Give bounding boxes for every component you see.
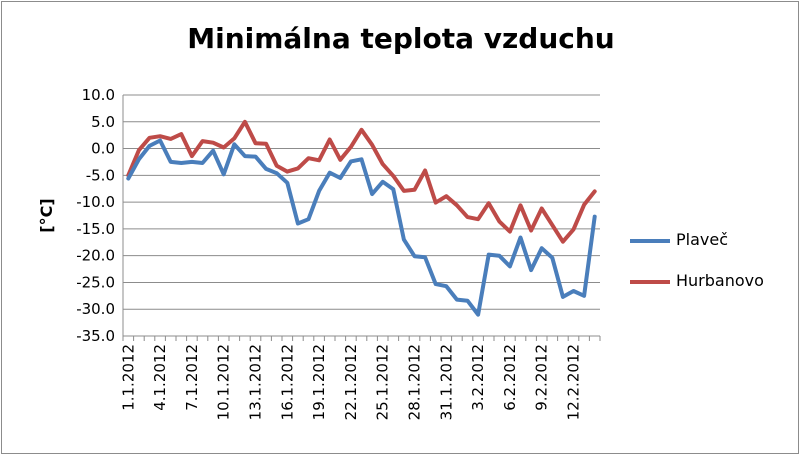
x-tick-label: 7.1.2012	[183, 344, 201, 411]
x-tick-label: 13.1.2012	[247, 344, 265, 420]
y-tick-label: -35.0	[76, 327, 115, 345]
legend-item-hurbanovo: Hurbanovo	[630, 271, 764, 290]
x-tick-label: 19.1.2012	[310, 344, 328, 420]
y-tick-label: -20.0	[76, 247, 115, 265]
legend-swatch-hurbanovo	[630, 279, 670, 284]
y-tick-label: 10.0	[82, 86, 115, 104]
legend-label-plavec: Plaveč	[676, 230, 729, 249]
x-tick-label: 10.1.2012	[215, 344, 233, 420]
x-tick-label: 6.2.2012	[501, 344, 519, 411]
y-axis-label: [°C]	[37, 198, 56, 232]
x-tick-label: 3.2.2012	[469, 344, 487, 411]
legend-swatch-plavec	[630, 238, 670, 243]
legend-label-hurbanovo: Hurbanovo	[676, 271, 764, 290]
x-tick-label: 12.2.2012	[565, 344, 583, 420]
x-tick-label: 28.1.2012	[406, 344, 424, 420]
x-tick-label: 25.1.2012	[374, 344, 392, 420]
y-tick-label: -25.0	[76, 273, 115, 291]
y-tick-label: -5.0	[86, 166, 115, 184]
y-tick-label: 0.0	[91, 140, 115, 158]
y-tick-label: -10.0	[76, 193, 115, 211]
x-tick-label: 9.2.2012	[533, 344, 551, 411]
x-tick-label: 4.1.2012	[151, 344, 169, 411]
x-tick-label: 22.1.2012	[342, 344, 360, 420]
x-tick-label: 16.1.2012	[278, 344, 296, 420]
x-tick-label: 31.1.2012	[437, 344, 455, 420]
series-line-hurbanovo	[126, 119, 597, 244]
y-tick-label: 5.0	[91, 113, 115, 131]
y-tick-label: -15.0	[76, 220, 115, 238]
y-tick-label: -30.0	[76, 300, 115, 318]
legend-item-plavec: Plaveč	[630, 230, 728, 249]
chart-title: Minimálna teplota vzduchu	[187, 22, 615, 55]
x-tick-label: 1.1.2012	[119, 344, 137, 411]
series-line-plavec	[126, 138, 597, 317]
